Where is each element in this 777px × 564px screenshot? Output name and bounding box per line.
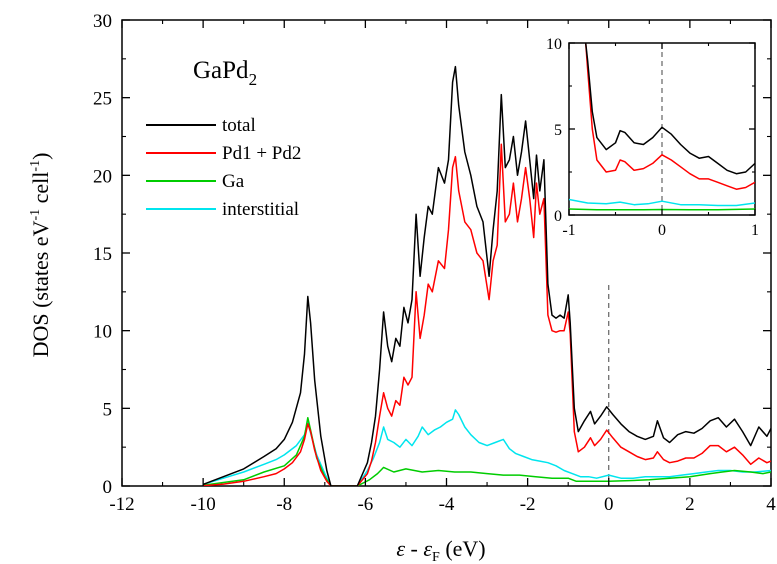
inset-series-ga	[569, 208, 755, 211]
ylabel-c: )	[28, 153, 53, 160]
main-series-total	[202, 65, 771, 486]
x-axis-title: ε - εF (eV)	[396, 536, 485, 564]
main-x-tick-label: -8	[276, 494, 292, 515]
inset-y-tick-label: 10	[546, 36, 562, 53]
main-y-tick-label: 15	[93, 244, 112, 265]
xlabel-subscript-f: F	[432, 550, 440, 564]
main-x-tick-label: -4	[439, 494, 455, 515]
main-x-tick-label: 0	[604, 494, 614, 515]
main-x-tick-label: 2	[685, 494, 695, 515]
legend-label: interstitial	[222, 199, 299, 220]
main-x-tick-label: -2	[520, 494, 536, 515]
ylabel-sup2: -1	[28, 160, 43, 172]
inset-y-tick-label: 0	[554, 208, 562, 225]
main-series-ga	[203, 416, 771, 486]
ylabel-a: DOS (states eV	[28, 220, 53, 357]
main-y-tick-label: 25	[93, 89, 112, 110]
compound-label: GaPd2	[193, 57, 257, 89]
xlabel-minus: -	[405, 536, 423, 561]
main-series-pd1-pd2	[203, 143, 771, 486]
inset-x-tick-label: -1	[562, 222, 575, 239]
main-y-tick-label: 10	[93, 322, 112, 343]
compound-main: GaPd	[193, 57, 249, 84]
xlabel-epsilon: ε	[396, 536, 405, 561]
inset-x-tick-label: 0	[658, 222, 666, 239]
y-axis-title: DOS (states eV-1 cell-1)	[28, 153, 53, 358]
main-y-tick-label: 30	[93, 11, 112, 32]
svg-text:GaPd2: GaPd2	[193, 57, 257, 89]
inset-series-total	[584, 43, 755, 175]
main-x-tick-label: -6	[357, 494, 373, 515]
main-y-tick-label: 5	[103, 399, 113, 420]
svg-text:ε - εF (eV): ε - εF (eV)	[396, 536, 485, 564]
xlabel-epsilon-f: ε	[423, 536, 432, 561]
main-series-interstitial	[202, 409, 771, 486]
legend-label: total	[222, 115, 256, 136]
inset-y-tick-label: 5	[554, 122, 562, 139]
legend: total Pd1 + Pd2 Ga interstitial	[146, 115, 301, 220]
main-y-tick-label: 20	[93, 166, 112, 187]
main-x-tick-label: -12	[109, 494, 134, 515]
ylabel-b: cell	[28, 172, 53, 209]
main-y-tick-label: 0	[103, 477, 113, 498]
inset-series-pd1-pd2	[584, 43, 755, 190]
main-x-tick-label: 4	[766, 494, 776, 515]
xlabel-unit: (eV)	[440, 536, 486, 561]
main-x-tick-label: -10	[190, 494, 215, 515]
legend-label: Ga	[222, 171, 245, 192]
ylabel-sup1: -1	[28, 209, 43, 221]
compound-subscript: 2	[249, 70, 258, 89]
legend-label: Pd1 + Pd2	[222, 143, 301, 164]
svg-text:DOS (states eV-1 cell-1): DOS (states eV-1 cell-1)	[28, 153, 53, 358]
inset-series-interstitial	[569, 198, 755, 207]
inset-x-tick-label: 1	[751, 222, 759, 239]
